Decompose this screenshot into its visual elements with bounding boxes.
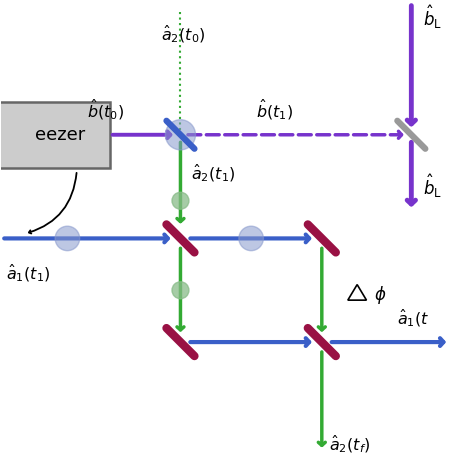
Text: $\hat{b}(t_0)$: $\hat{b}(t_0)$: [87, 97, 124, 121]
Text: $\hat{a}_2(t_f)$: $\hat{a}_2(t_f)$: [329, 434, 370, 456]
Circle shape: [55, 226, 80, 251]
Text: eezer: eezer: [35, 126, 85, 144]
Text: $\hat{a}_1(t$: $\hat{a}_1(t$: [397, 308, 430, 329]
Text: $\phi$: $\phi$: [374, 284, 386, 306]
Text: $\hat{b}_{\mathrm{L}}$: $\hat{b}_{\mathrm{L}}$: [423, 3, 442, 31]
Text: $\hat{a}_2(t_0)$: $\hat{a}_2(t_0)$: [161, 24, 205, 46]
Circle shape: [172, 192, 189, 209]
Circle shape: [239, 226, 264, 251]
Text: $\hat{a}_2(t_1)$: $\hat{a}_2(t_1)$: [191, 163, 236, 184]
Bar: [0, 102, 110, 168]
Circle shape: [172, 282, 189, 299]
Text: $\hat{b}(t_1)$: $\hat{b}(t_1)$: [256, 97, 293, 121]
Circle shape: [165, 120, 196, 150]
Text: $\hat{b}_{\mathrm{L}}$: $\hat{b}_{\mathrm{L}}$: [423, 173, 442, 201]
Text: $\hat{a}_1(t_1)$: $\hat{a}_1(t_1)$: [6, 263, 51, 284]
